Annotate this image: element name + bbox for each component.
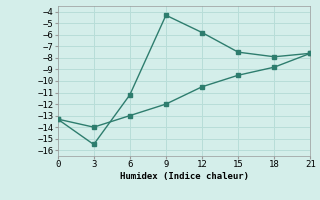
X-axis label: Humidex (Indice chaleur): Humidex (Indice chaleur)	[119, 172, 249, 181]
